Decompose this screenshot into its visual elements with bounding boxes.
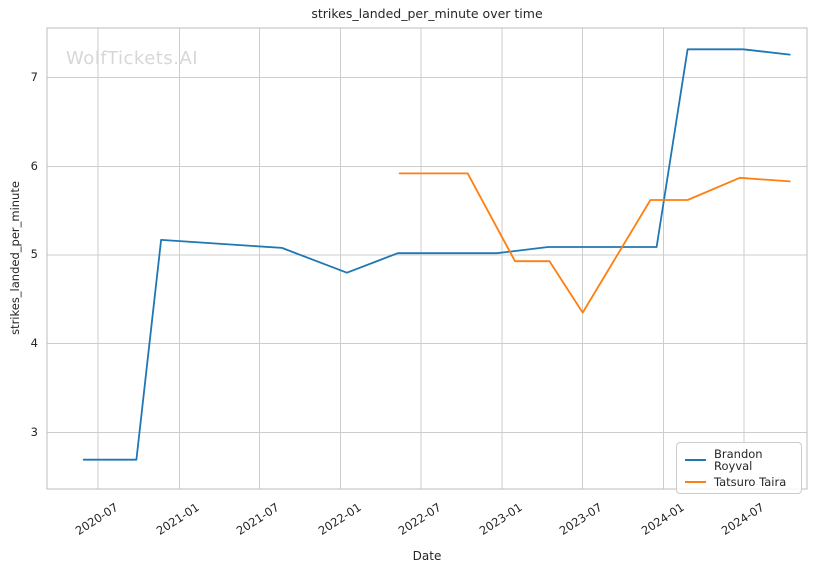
- x-axis-label: Date: [412, 549, 442, 563]
- y-tick-label: 7: [30, 70, 38, 85]
- legend: Brandon Royval Tatsuro Taira: [676, 442, 802, 494]
- watermark: WolfTickets.AI: [66, 48, 199, 69]
- legend-item: Tatsuro Taira: [685, 476, 793, 488]
- legend-item-label: Brandon Royval: [714, 447, 763, 473]
- series-line-tatsuro-taira: [398, 172, 791, 314]
- y-tick-label: 5: [30, 247, 38, 262]
- legend-swatch-line: [685, 481, 706, 483]
- legend-swatch-line: [685, 459, 706, 461]
- chart-title: strikes_landed_per_minute over time: [311, 6, 543, 21]
- series-line-brandon-royval: [82, 48, 791, 461]
- y-tick-label: 4: [30, 336, 38, 351]
- legend-item-label: Tatsuro Taira: [714, 475, 787, 489]
- plot-border: [46, 27, 808, 490]
- y-tick-label: 6: [30, 158, 38, 173]
- y-tick-label: 3: [30, 424, 38, 439]
- legend-item: Brandon Royval: [685, 448, 793, 472]
